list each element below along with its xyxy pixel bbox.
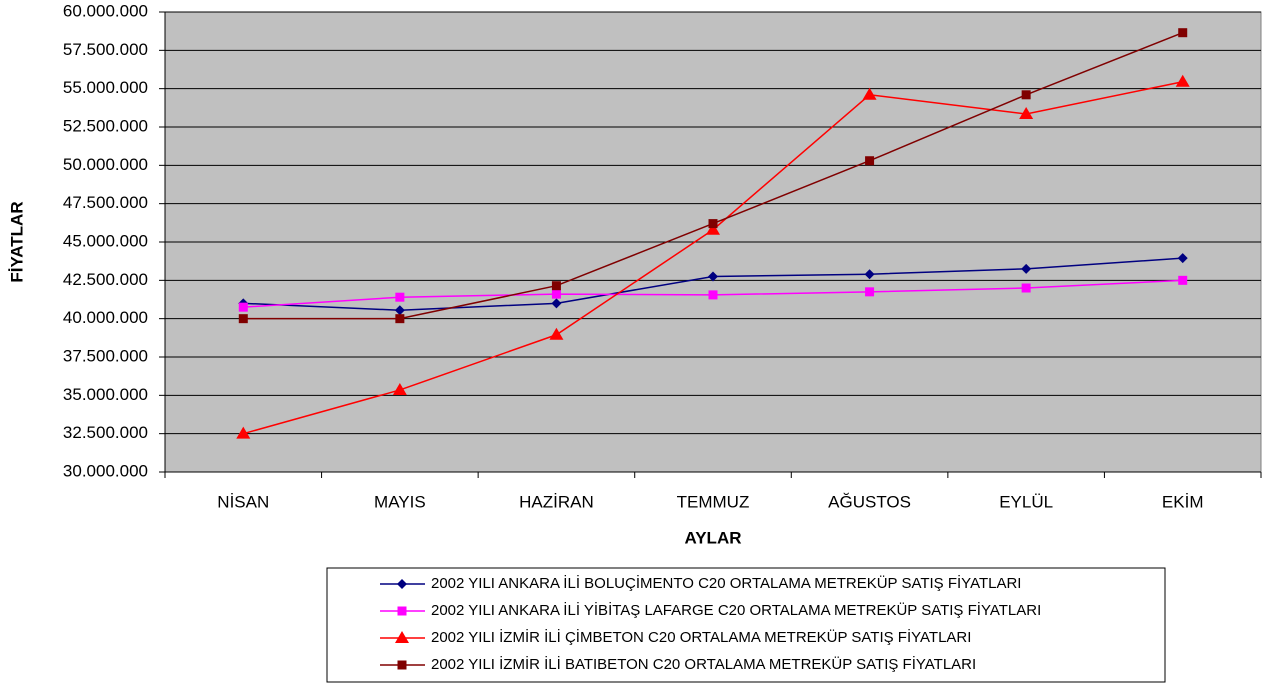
data-point — [394, 305, 405, 316]
data-point — [1175, 74, 1190, 87]
legend-label: 2002 YILI İZMİR İLİ BATIBETON C20 ORTALA… — [431, 655, 976, 673]
legend-label: 2002 YILI ANKARA İLİ BOLUÇİMENTO C20 ORT… — [431, 574, 1021, 592]
y-tick-label: 57.500.000 — [63, 40, 148, 59]
data-point — [392, 382, 407, 395]
y-tick-label: 42.500.000 — [63, 270, 148, 289]
data-point — [708, 271, 718, 282]
y-tick-label: 40.000.000 — [63, 308, 148, 327]
data-point — [1019, 106, 1034, 119]
legend-box — [326, 567, 1166, 683]
data-point — [238, 314, 248, 324]
legend-marker — [395, 631, 409, 643]
x-tick-label: EKİM — [1162, 492, 1204, 511]
y-tick-label: 35.000.000 — [63, 385, 148, 404]
x-tick-label: EYLÜL — [999, 492, 1053, 511]
data-point — [549, 327, 564, 340]
legend-marker — [397, 606, 407, 616]
data-point — [395, 292, 405, 302]
data-point — [236, 426, 251, 439]
x-tick-label: AĞUSTOS — [828, 492, 911, 511]
data-point — [238, 302, 248, 312]
legend-marker — [397, 660, 407, 670]
y-tick-label: 37.500.000 — [63, 346, 148, 365]
y-tick-label: 52.500.000 — [63, 116, 148, 135]
data-point — [1021, 263, 1032, 274]
x-tick-label: TEMMUZ — [677, 492, 750, 511]
data-point — [865, 156, 875, 166]
y-tick-label: 47.500.000 — [63, 193, 148, 212]
x-tick-label: MAYIS — [374, 492, 426, 511]
x-tick-label: HAZİRAN — [519, 492, 594, 511]
data-point — [1021, 283, 1031, 293]
data-point — [1177, 253, 1188, 264]
data-point — [706, 222, 720, 235]
data-point — [1178, 275, 1188, 285]
legend-label: 2002 YILI ANKARA İLİ YİBİTAŞ LAFARGE C20… — [431, 601, 1041, 619]
data-point — [862, 87, 877, 100]
y-tick-label: 45.000.000 — [63, 231, 148, 250]
y-tick-label: 32.500.000 — [63, 423, 148, 442]
data-point — [708, 219, 718, 229]
y-tick-label: 50.000.000 — [63, 155, 148, 174]
data-point — [395, 314, 405, 324]
data-point — [1021, 90, 1031, 100]
y-axis-title: FİYATLAR — [7, 201, 26, 282]
data-point — [708, 290, 718, 300]
y-tick-label: 60.000.000 — [63, 1, 148, 20]
data-point — [864, 269, 875, 280]
data-point — [551, 298, 562, 309]
x-axis-title: AYLAR — [685, 528, 742, 547]
data-point — [865, 287, 875, 297]
data-point — [551, 281, 561, 291]
legend-marker — [397, 579, 407, 589]
data-point — [551, 289, 561, 299]
y-tick-label: 30.000.000 — [63, 461, 148, 480]
data-point — [1178, 28, 1188, 38]
y-tick-label: 55.000.000 — [63, 78, 148, 97]
x-tick-label: NİSAN — [217, 492, 269, 511]
legend-label: 2002 YILI İZMİR İLİ ÇİMBETON C20 ORTALAM… — [431, 628, 971, 646]
